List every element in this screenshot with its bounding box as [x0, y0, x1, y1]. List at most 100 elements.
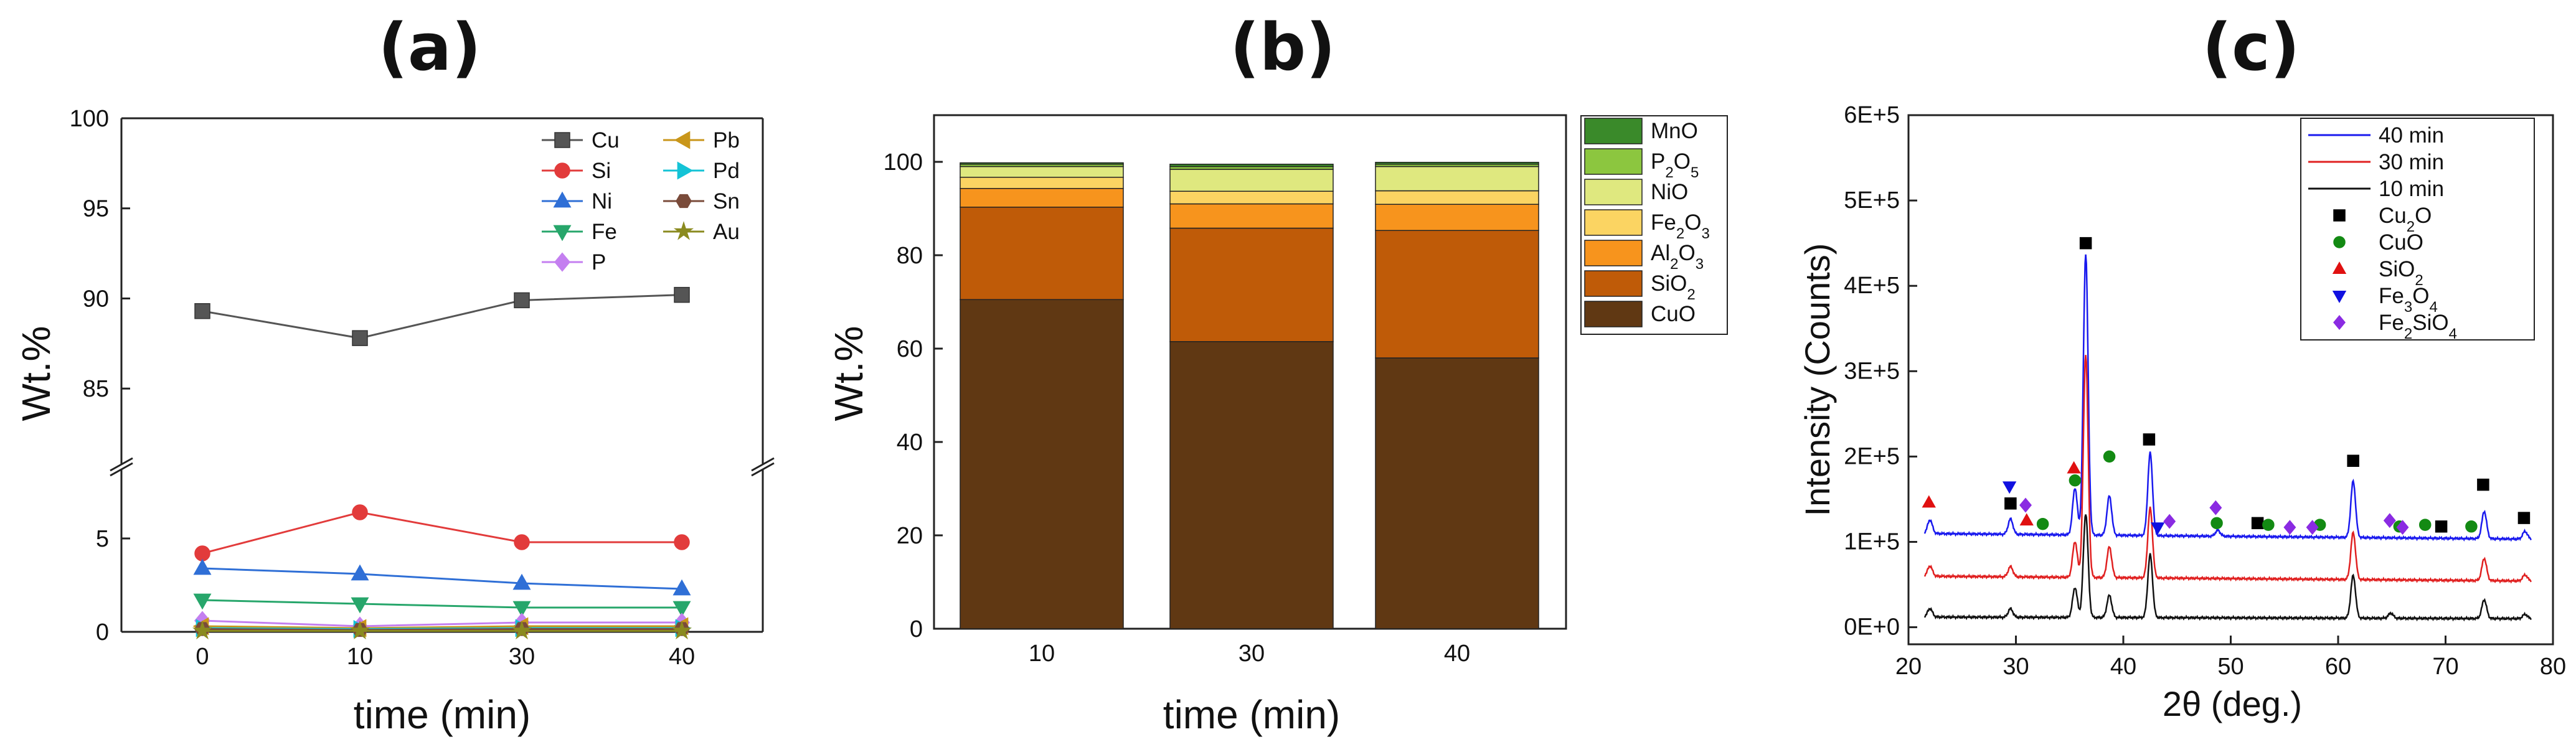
panel-c-xtick-label: 40: [2110, 654, 2136, 680]
panel-b-ylabel: Wt.%: [826, 326, 871, 421]
panel-c-ytick-label: 5E+5: [1844, 187, 1900, 214]
panel-a-point-Si: [194, 545, 210, 561]
panel-c-legend-label-Fe2SiO4-name2: SiO: [2412, 311, 2448, 335]
panel-b-legend-label-MnO: MnO: [1651, 119, 1698, 143]
panel-a-legend-label-Fe: Fe: [592, 220, 617, 244]
panel-a-legend-label-Cu: Cu: [592, 128, 620, 153]
panel-b-legend-label-NiO-name: NiO: [1651, 180, 1688, 204]
panel-c-legend-label-40-min: 40 min: [2379, 123, 2444, 148]
panel-c-ytick-label: 0E+0: [1844, 614, 1900, 641]
panel-c-pattern-40-min: [1923, 254, 2532, 542]
panel-c-ytick-label: 2E+5: [1844, 443, 1900, 469]
panel-b-bar-SiO2-30: [1169, 227, 1334, 342]
panel-b-ytick-label: 0: [910, 616, 923, 642]
panel-a-legend-label-Ni: Ni: [592, 189, 612, 214]
panel-a-point-Fe: [672, 601, 691, 618]
panel-a-xlabel: time (min): [354, 692, 531, 737]
panel-b-legend-label-CuO-name: CuO: [1651, 302, 1696, 326]
panel-a-legend-marker-Ni: [553, 191, 572, 208]
panel-c-marker-CuO: [2069, 474, 2082, 487]
panel-c-legend-label-Fe2SiO4: Fe2SiO4: [2379, 311, 2457, 342]
panel-a-xtick-label: 10: [347, 644, 373, 670]
panel-c-marker-CuO: [2103, 450, 2116, 463]
panel-a-xtick-label: 40: [669, 644, 695, 670]
panel-c-marker-Cu2O: [2517, 512, 2531, 524]
panel-c-ytick-label: 6E+5: [1844, 102, 1900, 128]
panel-a-legend-marker-Fe: [553, 225, 572, 242]
panel-c-marker-SiO2: [2067, 461, 2081, 474]
panel-c-marker-Fe2SiO4: [2396, 520, 2409, 535]
panel-c-legend-label-Cu2O-name: Cu: [2379, 204, 2407, 228]
panel-c-marker-Fe2SiO4: [2306, 520, 2319, 535]
panel-b-legend-label-MnO-name: MnO: [1651, 119, 1698, 143]
panel-b-ytick-label: 100: [884, 149, 923, 176]
panel-a-legend-label-Pd: Pd: [713, 159, 740, 183]
panel-c-legend-marker-Fe2SiO4: [2333, 315, 2346, 330]
panel-a-line-P: [202, 619, 682, 627]
panel-c-legend-label-Fe3O4: Fe3O4: [2379, 284, 2438, 316]
panel-c-marker-CuO: [2036, 517, 2049, 530]
panel-a-point-Cu: [514, 292, 530, 309]
panel-c-legend-marker-Fe3O4: [2332, 291, 2347, 303]
panel-b-xtick-label: 40: [1444, 641, 1470, 667]
panel-a-legend-marker-Au: [673, 221, 694, 240]
panel-c-legend-label-Fe2SiO4-sub2: 4: [2449, 326, 2457, 342]
panel-b-legend-swatch-Fe2O3: [1584, 209, 1643, 236]
panel-b-legend-swatch-P2O5: [1584, 148, 1643, 175]
panel-b-xtick-label: 30: [1238, 641, 1265, 667]
panel-b-bar-SiO2-40: [1375, 230, 1539, 359]
panel-c-label: (c): [2202, 9, 2300, 85]
panel-c-legend-label-CuO-name: CuO: [2379, 230, 2423, 255]
panel-c-xtick-label: 30: [2003, 654, 2029, 680]
panel-b-legend-label-Al2O3: Al2O3: [1651, 241, 1704, 273]
panel-a-line-Si: [202, 511, 682, 555]
panel-b-legend-label-Al2O3-sub: 2: [1670, 256, 1678, 273]
panel-a-break-right-2: [751, 462, 775, 477]
panel-b-legend-label-Al2O3-name2: O: [1678, 241, 1695, 265]
panel-c-legend-marker-Cu2O: [2333, 209, 2346, 222]
panel-c-marker-Cu2O: [2143, 433, 2156, 446]
panel-b-legend-label-P2O5-name: P: [1651, 149, 1665, 174]
panel-a-legend-label-Sn: Sn: [713, 189, 740, 214]
panel-c-marker-Fe3O4: [2151, 522, 2165, 535]
panel-b-legend-label-NiO: NiO: [1651, 180, 1688, 204]
panel-b-xlabel: time (min): [1163, 692, 1340, 737]
panel-c-xtick-label: 60: [2325, 654, 2351, 680]
panel-a-point-Au: [192, 620, 213, 640]
panel-a-chart: (a) 85 90 95 100 0 5 0 10 30 40 time (min) Wt.% Cu Si…: [14, 9, 775, 737]
panel-b-legend-label-Al2O3-sub2: 3: [1696, 256, 1704, 273]
panel-b-bar-MnO-10: [960, 162, 1124, 165]
panel-b-legend-label-P2O5-sub2: 5: [1691, 164, 1699, 181]
panel-b-legend-swatch-NiO: [1584, 179, 1643, 205]
panel-c-ytick-label: 1E+5: [1844, 529, 1900, 555]
panel-a-xtick-label: 0: [196, 644, 209, 670]
panel-b-bar-Fe2O3-30: [1169, 190, 1334, 205]
panel-b-legend-label-Fe2O3: Fe2O3: [1651, 210, 1710, 242]
panel-c-ytick-label: 4E+5: [1844, 273, 1900, 299]
panel-c-legend-label-SiO2-sub: 2: [2415, 272, 2423, 289]
panel-c-xlabel: 2θ (deg.): [2163, 684, 2302, 723]
panel-a-point-Ni: [672, 579, 691, 596]
panel-b-bar-MnO-40: [1375, 162, 1539, 165]
panel-b-bar-NiO-30: [1169, 169, 1334, 192]
panel-a-legend-label-Pb: Pb: [713, 128, 740, 153]
panel-b-legend-label-Al2O3-name: Al: [1651, 241, 1670, 265]
panel-b-bar-MnO-30: [1169, 164, 1334, 167]
panel-c-marker-Cu2O: [2004, 497, 2017, 510]
panel-b-legend-label-Fe2O3-sub: 2: [1676, 225, 1684, 242]
panel-a-break-right-1: [751, 457, 775, 472]
panel-c-legend-label-30-min: 30 min: [2379, 150, 2444, 174]
panel-a-point-Si: [674, 534, 690, 550]
panel-c-marker-SiO2: [2019, 513, 2034, 526]
panel-a-line-Pb: [202, 625, 682, 629]
panel-a-ytick-label: 100: [70, 106, 109, 132]
panel-a-ytick-label: 85: [83, 376, 109, 402]
panel-c-legend-label-Fe2SiO4-sub: 2: [2404, 326, 2412, 342]
panel-a-point-Ni: [512, 573, 531, 590]
panel-c-marker-Cu2O: [2347, 454, 2359, 467]
panel-a-label: (a): [378, 9, 481, 85]
panel-c-legend-label-Cu2O: Cu2O: [2379, 204, 2432, 235]
panel-a-line-Fe: [202, 599, 682, 609]
panel-b-bar-Fe2O3-10: [960, 177, 1124, 189]
